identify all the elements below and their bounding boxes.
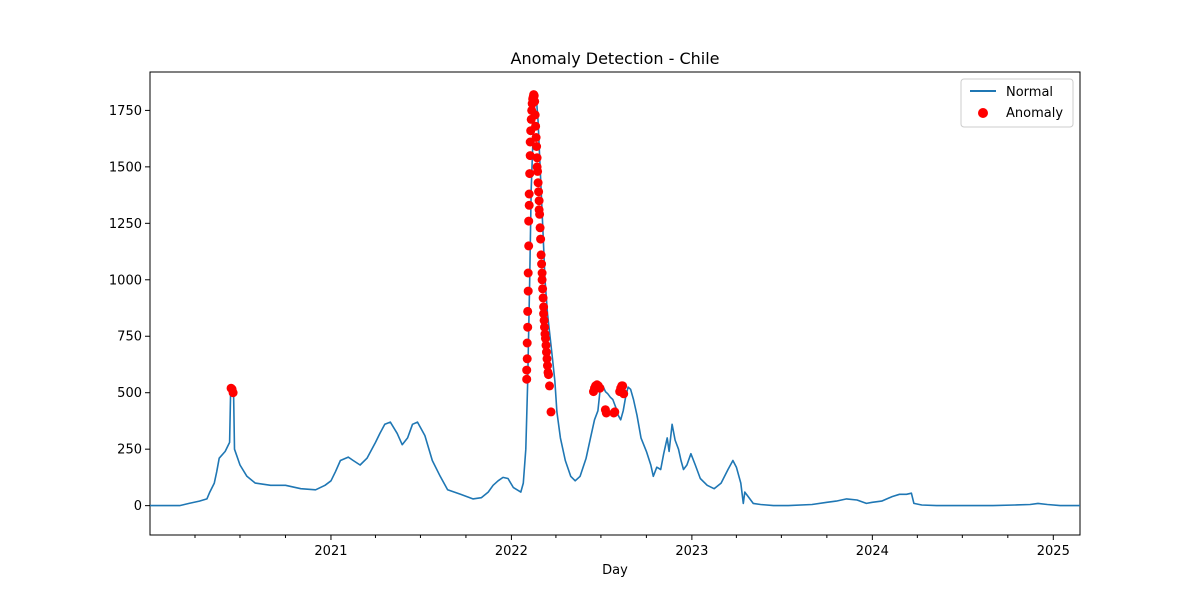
y-tick-label: 750 (117, 330, 142, 345)
anomaly-point (535, 209, 545, 219)
anomaly-point (535, 223, 545, 233)
legend: Normal Anomaly (960, 78, 1074, 128)
anomaly-point (522, 338, 532, 348)
anomaly-point (619, 389, 629, 399)
chart-title: Anomaly Detection - Chile (511, 49, 720, 68)
anomaly-point (534, 187, 544, 197)
anomaly-point (537, 275, 547, 285)
anomaly-point (546, 407, 556, 417)
anomaly-point (531, 121, 541, 131)
anomaly-point (524, 200, 534, 210)
anomaly-point (523, 322, 533, 332)
anomaly-point (228, 388, 238, 398)
anomaly-point (537, 268, 547, 278)
y-tick-label: 1250 (109, 217, 142, 232)
anomaly-point (540, 322, 549, 332)
y-tick-label: 1500 (109, 160, 142, 175)
anomaly-point (536, 250, 546, 260)
anomaly-point (533, 166, 543, 176)
anomaly-point (530, 96, 540, 106)
y-axis: 0 250 500 750 1000 1250 1500 1750 (109, 104, 150, 514)
anomaly-point (544, 370, 553, 380)
anomaly-point (539, 309, 549, 319)
x-tick-label: 2024 (856, 544, 889, 559)
x-tick-label: 2023 (675, 544, 708, 559)
anomaly-point (595, 383, 605, 393)
anomaly-point (601, 408, 611, 418)
anomaly-point (531, 133, 541, 142)
anomaly-point (538, 293, 548, 303)
x-tick-label: 2021 (314, 544, 347, 559)
x-axis: 2021 2022 2023 2024 2025 (194, 535, 1070, 559)
anomaly-point (541, 340, 551, 350)
x-tick-label: 2022 (495, 544, 528, 559)
y-tick-label: 500 (117, 386, 142, 401)
anomaly-point (522, 365, 532, 375)
anomaly-point (524, 189, 534, 199)
anomaly-point (543, 361, 552, 371)
legend-normal-label: Normal (1006, 85, 1053, 100)
anomaly-point (525, 151, 535, 161)
anomaly-point (542, 347, 551, 357)
anomaly-point (524, 241, 534, 251)
anomaly-point (610, 407, 620, 417)
anomaly-point (618, 381, 628, 391)
anomaly-point (545, 381, 554, 391)
anomaly-point (539, 315, 549, 325)
anomaly-point (523, 286, 533, 296)
anomaly-point (536, 234, 546, 244)
anomaly-point (537, 259, 547, 269)
anomaly-point (522, 354, 532, 364)
legend-anomaly-swatch (978, 108, 988, 118)
anomaly-point (533, 178, 543, 188)
anomaly-point (524, 216, 534, 226)
anomaly-point (542, 354, 552, 364)
anomaly-point (539, 302, 549, 312)
x-tick-label: 2025 (1037, 544, 1070, 559)
anomaly-point (523, 268, 533, 278)
anomaly-point (532, 142, 542, 151)
y-tick-label: 0 (134, 499, 142, 514)
anomaly-point (525, 169, 535, 179)
plot-frame (149, 71, 1081, 536)
anomaly-point (538, 284, 548, 294)
anomaly-point (523, 306, 533, 316)
anomaly-point (541, 334, 550, 343)
anomaly-point (532, 153, 542, 163)
legend-anomaly-label: Anomaly (1006, 106, 1063, 121)
series-layer (150, 90, 1080, 507)
y-tick-label: 1750 (109, 104, 142, 119)
x-axis-label: Day (602, 563, 628, 578)
anomaly-point (530, 110, 540, 120)
anomaly-point (534, 196, 544, 206)
y-tick-label: 250 (117, 443, 142, 458)
y-tick-label: 1000 (109, 273, 142, 288)
anomaly-point (522, 374, 532, 384)
series-line-normal (150, 93, 1080, 507)
